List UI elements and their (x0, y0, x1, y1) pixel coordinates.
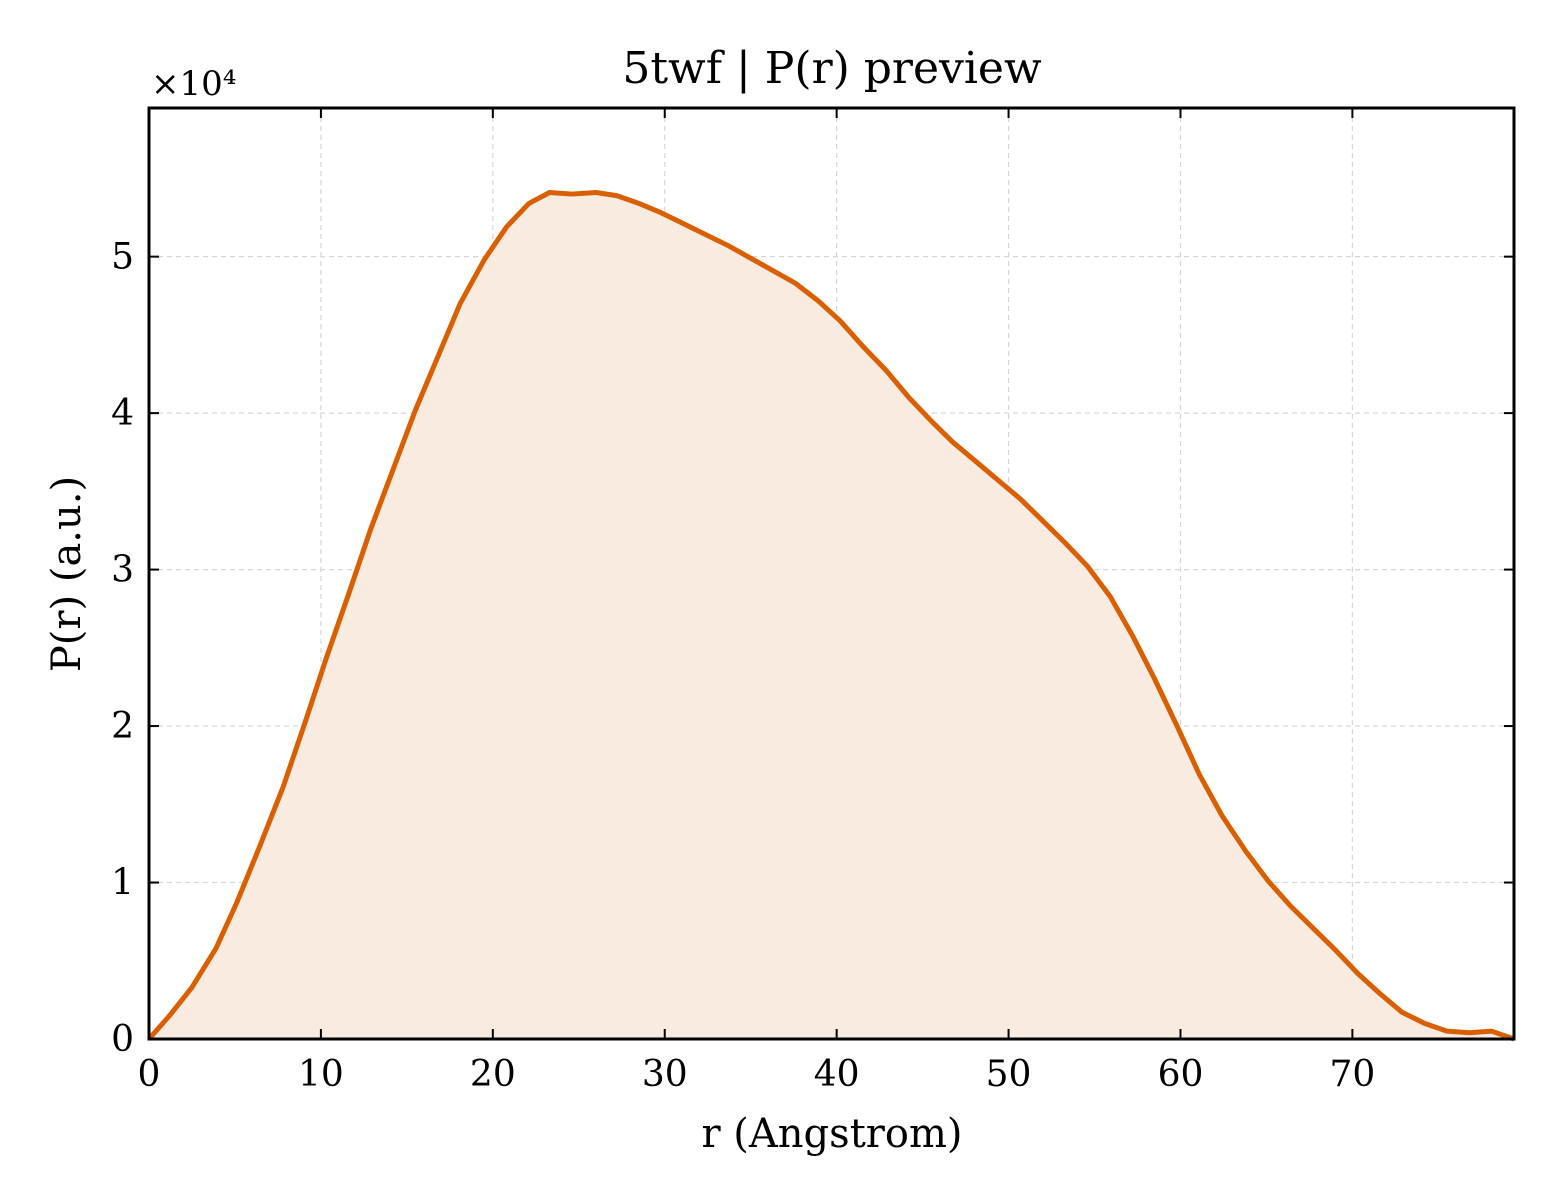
y-offset-label: ×10⁴ (151, 64, 236, 104)
x-tick-label: 40 (814, 1054, 860, 1095)
series-line (147, 189, 1515, 1042)
x-tick-label: 30 (642, 1054, 688, 1095)
plot-frame (147, 106, 1516, 1041)
y-tick-label: 1 (111, 863, 134, 904)
x-axis-label: r (Angstrom) (701, 1111, 962, 1157)
y-tick-label: 0 (111, 1019, 134, 1060)
y-axis-label: P(r) (a.u.) (44, 476, 90, 672)
x-tick-label: 10 (298, 1054, 344, 1095)
x-tick-label: 70 (1329, 1054, 1375, 1095)
x-tick-label: 0 (138, 1054, 161, 1095)
ticks: 0 10 20 30 40 50 60 70 0 1 2 3 4 5 (111, 108, 1514, 1095)
x-tick-label: 20 (470, 1054, 516, 1095)
y-tick-label: 4 (111, 393, 134, 434)
y-tick-label: 3 (111, 550, 134, 591)
y-tick-label: 2 (111, 706, 134, 747)
y-tick-label: 5 (111, 237, 134, 278)
area-fill (149, 192, 1514, 1040)
x-tick-label: 60 (1158, 1054, 1204, 1095)
x-tick-label: 50 (986, 1054, 1032, 1095)
chart-title: 5twf | P(r) preview (622, 43, 1042, 94)
